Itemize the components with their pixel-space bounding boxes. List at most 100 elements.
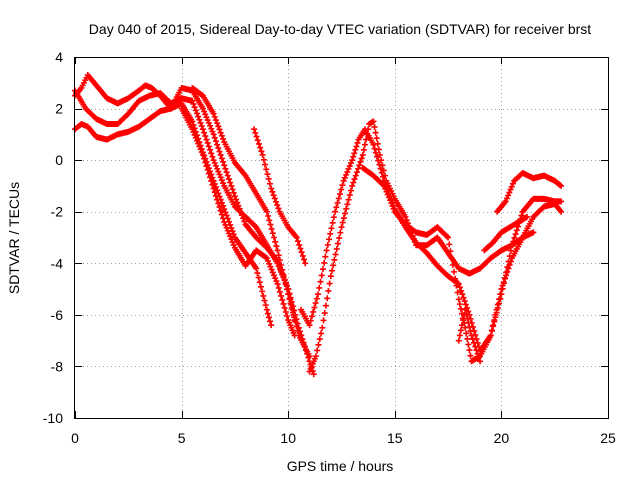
data-point-marker (265, 213, 272, 220)
data-point-marker (301, 256, 308, 263)
data-point-marker (488, 327, 495, 334)
data-point-marker (297, 245, 304, 252)
data-point-marker (203, 163, 210, 170)
data-point-marker (294, 327, 301, 334)
data-point-marker (344, 201, 351, 208)
data-point-marker (357, 158, 364, 165)
data-point-marker (192, 134, 199, 141)
data-point-marker (497, 295, 504, 302)
data-point-marker (513, 227, 520, 234)
data-point-marker (370, 118, 377, 125)
data-point-marker (211, 160, 218, 167)
data-point-marker (291, 314, 298, 321)
data-point-marker (371, 124, 378, 131)
data-point-marker (306, 353, 313, 360)
data-point-marker (202, 111, 209, 118)
data-point-marker (336, 235, 343, 242)
data-point-marker (457, 305, 464, 312)
data-point-marker (504, 264, 511, 271)
data-point-marker (315, 341, 322, 348)
data-point-marker (558, 182, 565, 189)
data-point-marker (455, 296, 462, 303)
data-point-marker (284, 286, 291, 293)
data-point-marker (503, 269, 510, 276)
data-point-marker (468, 332, 475, 339)
data-point-marker (253, 133, 260, 140)
data-point-marker (274, 280, 281, 287)
data-point-marker (271, 195, 278, 202)
data-point-marker (558, 198, 565, 205)
data-point-marker (216, 204, 223, 211)
data-point-marker (223, 169, 230, 176)
data-point-marker (227, 179, 234, 186)
data-point-marker (463, 310, 470, 317)
data-point-marker (339, 182, 346, 189)
data-point-marker (373, 135, 380, 142)
data-point-marker (456, 332, 463, 339)
data-point-marker (268, 322, 275, 329)
x-tick-label: 0 (71, 430, 79, 446)
data-point-marker (443, 233, 450, 240)
data-point-marker (462, 301, 469, 308)
data-point-marker (333, 204, 340, 211)
data-point-marker (216, 171, 223, 178)
series-group (494, 170, 565, 215)
y-tick-label: -4 (51, 255, 64, 271)
data-point-marker (273, 278, 280, 285)
y-tick-label: 4 (55, 49, 63, 65)
data-point-marker (214, 141, 221, 148)
data-point-marker (349, 157, 356, 164)
data-point-marker (382, 185, 389, 192)
data-point-marker (190, 100, 197, 107)
data-point-marker (216, 148, 223, 155)
data-point-marker (383, 188, 390, 195)
data-point-marker (379, 173, 386, 180)
data-point-marker (353, 143, 360, 150)
data-point-marker (269, 230, 276, 237)
data-point-marker (317, 278, 324, 285)
data-point-marker (205, 170, 212, 177)
data-point-marker (452, 275, 459, 282)
data-point-marker (270, 192, 277, 199)
data-point-marker (261, 297, 268, 304)
data-point-marker (465, 341, 472, 348)
data-point-marker (266, 260, 273, 267)
data-point-marker (197, 146, 204, 153)
data-point-marker (447, 248, 454, 255)
data-point-marker (506, 253, 513, 260)
data-point-marker (210, 131, 217, 138)
data-point-marker (224, 227, 231, 234)
data-point-marker (228, 182, 235, 189)
data-point-marker (264, 171, 271, 178)
data-points (72, 72, 565, 378)
data-point-marker (285, 291, 292, 298)
data-point-marker (204, 166, 211, 173)
data-point-marker (492, 314, 499, 321)
data-point-marker (320, 317, 327, 324)
data-point-marker (350, 153, 357, 160)
data-point-marker (326, 236, 333, 243)
data-point-marker (273, 198, 280, 205)
data-point-marker (189, 126, 196, 133)
data-point-marker (465, 319, 472, 326)
data-point-marker (467, 352, 474, 359)
data-point-marker (314, 347, 321, 354)
data-point-marker (356, 162, 363, 169)
data-point-marker (372, 129, 379, 136)
data-point-marker (310, 371, 317, 378)
data-point-marker (378, 169, 385, 176)
data-point-marker (210, 157, 217, 164)
data-point-marker (228, 236, 235, 243)
data-point-marker (204, 139, 211, 146)
data-point-marker (263, 208, 270, 215)
data-point-marker (268, 266, 275, 273)
data-point-marker (217, 174, 224, 181)
data-point-marker (230, 189, 237, 196)
data-point-marker (287, 294, 294, 301)
data-point-marker (334, 240, 341, 247)
data-point-marker (215, 123, 222, 130)
data-point-marker (322, 302, 329, 309)
data-point-marker (258, 148, 265, 155)
data-point-marker (276, 257, 283, 264)
data-point-marker (267, 263, 274, 270)
